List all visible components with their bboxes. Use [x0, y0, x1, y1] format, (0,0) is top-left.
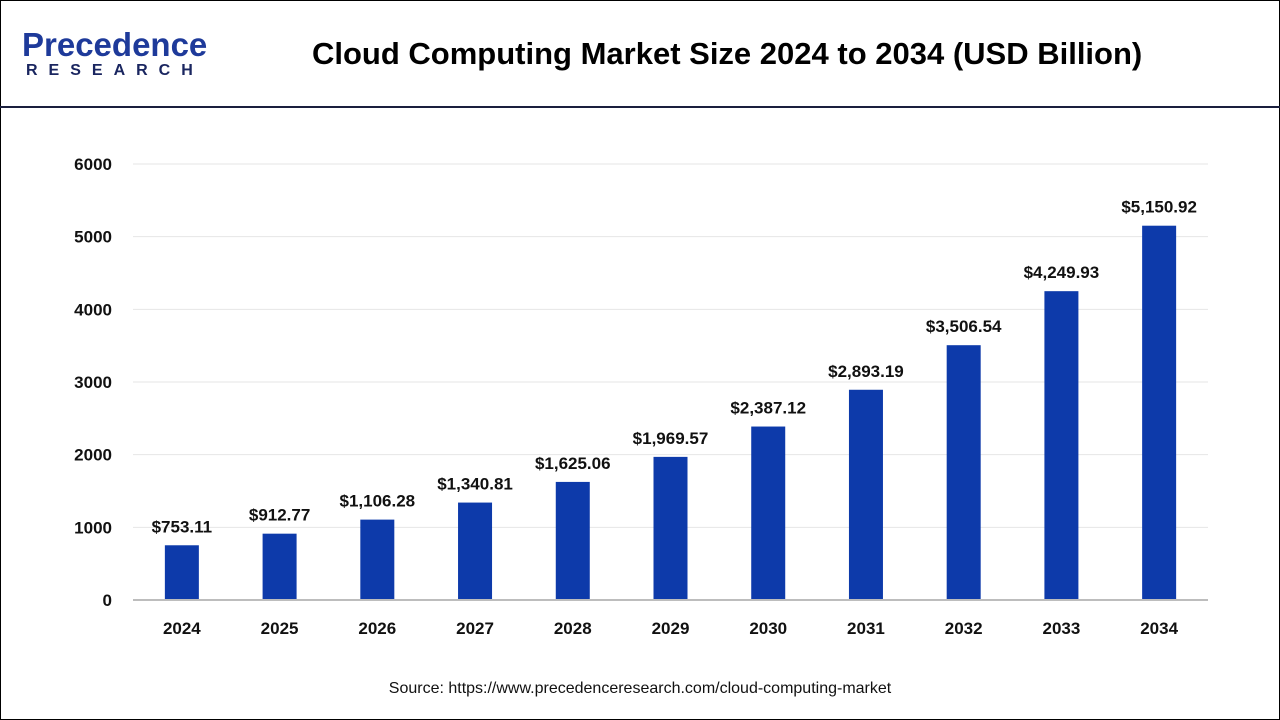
- data-label-2032: $3,506.54: [926, 317, 1002, 336]
- y-tick-label: 3000: [74, 373, 112, 392]
- y-tick-label: 6000: [74, 155, 112, 174]
- bar-2032: [946, 345, 981, 600]
- data-label-2025: $912.77: [249, 506, 310, 525]
- x-tick-label: 2025: [261, 619, 299, 638]
- data-label-2034: $5,150.92: [1121, 198, 1197, 217]
- data-label-2033: $4,249.93: [1024, 263, 1100, 282]
- x-tick-label: 2027: [456, 619, 494, 638]
- bar-2034: [1142, 225, 1177, 600]
- x-tick-label: 2029: [652, 619, 690, 638]
- logo-line1: Precedence: [22, 26, 208, 63]
- header: Precedence RESEARCH Cloud Computing Mark…: [0, 0, 1280, 108]
- x-tick-label: 2028: [554, 619, 592, 638]
- bar-2029: [653, 456, 688, 600]
- data-label-2026: $1,106.28: [339, 492, 415, 511]
- chart-title: Cloud Computing Market Size 2024 to 2034…: [312, 36, 1143, 71]
- data-label-2024: $753.11: [152, 517, 213, 536]
- x-tick-label: 2030: [749, 619, 787, 638]
- data-label-2027: $1,340.81: [437, 475, 513, 494]
- precedence-research-logo: Precedence RESEARCH: [22, 28, 207, 80]
- data-label-2028: $1,625.06: [535, 454, 611, 473]
- data-label-2031: $2,893.19: [828, 362, 904, 381]
- bar-2026: [360, 519, 395, 600]
- source-note: Source: https://www.precedenceresearch.c…: [388, 680, 892, 697]
- x-tick-label: 2026: [358, 619, 396, 638]
- bar-2028: [555, 481, 590, 600]
- x-tick-label: 2024: [163, 619, 201, 638]
- y-tick-label: 5000: [74, 228, 112, 247]
- y-tick-label: 0: [103, 591, 112, 610]
- y-tick-label: 2000: [74, 446, 112, 465]
- bar-2030: [751, 426, 786, 600]
- bar-2033: [1044, 291, 1079, 600]
- x-tick-label: 2032: [945, 619, 983, 638]
- bar-2027: [458, 502, 493, 600]
- data-label-2029: $1,969.57: [633, 429, 709, 448]
- data-label-2030: $2,387.12: [730, 399, 806, 418]
- x-tick-label: 2031: [847, 619, 885, 638]
- logo-line2: RESEARCH: [26, 62, 204, 79]
- x-tick-label: 2034: [1140, 619, 1178, 638]
- y-tick-label: 4000: [74, 300, 112, 319]
- bar-2024: [164, 545, 199, 600]
- bar-2025: [262, 533, 297, 600]
- y-tick-label: 1000: [74, 518, 112, 537]
- x-tick-label: 2033: [1042, 619, 1080, 638]
- bar-2031: [848, 389, 883, 600]
